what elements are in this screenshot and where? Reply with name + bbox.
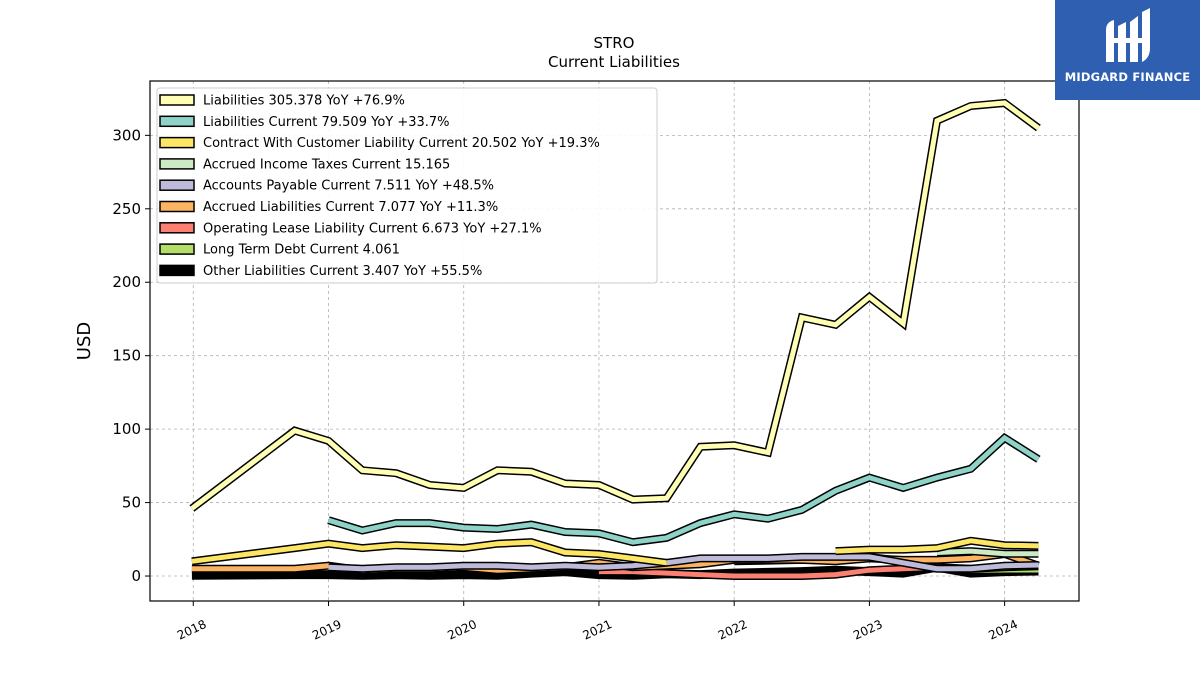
y-axis-label: USD <box>74 322 95 360</box>
chart-title: STRO <box>594 34 635 52</box>
legend: Liabilities 305.378 YoY +76.9% Liabilitie… <box>156 87 658 284</box>
y-tick-label: 150 <box>112 347 141 365</box>
y-tick-label: 0 <box>131 567 141 585</box>
legend-item: Liabilities 305.378 YoY +76.9% <box>159 94 405 109</box>
legend-item: Liabilities Current 79.509 YoY +33.7% <box>159 115 450 130</box>
x-tick-label: 2022 <box>716 617 750 643</box>
legend-label: Liabilities Current 79.509 YoY +33.7% <box>203 115 450 130</box>
midgard-finance-logo: MIDGARD FINANCE <box>1055 0 1200 100</box>
legend-label: Other Liabilities Current 3.407 YoY +55.… <box>203 264 482 279</box>
legend-swatch <box>159 94 195 106</box>
legend-item: Accounts Payable Current 7.511 YoY +48.5… <box>159 179 494 194</box>
legend-swatch <box>159 222 195 234</box>
legend-swatch <box>159 200 195 213</box>
x-tick-label: 2019 <box>310 617 344 643</box>
legend-item: Accrued Liabilities Current 7.077 YoY +1… <box>159 200 498 215</box>
x-tick-label: 2020 <box>445 617 479 643</box>
series-accounts-payable-current <box>328 552 1039 573</box>
legend-swatch <box>159 179 195 191</box>
logo-mark-icon <box>1106 8 1150 62</box>
y-tick-label: 200 <box>112 273 141 291</box>
series-line <box>835 538 1039 554</box>
series-line <box>191 539 667 566</box>
legend-label: Operating Lease Liability Current 6.673 … <box>203 221 542 236</box>
legend-swatch <box>159 264 195 277</box>
legend-label: Long Term Debt Current 4.061 <box>203 243 400 258</box>
legend-label: Accrued Income Taxes Current 15.165 <box>203 157 450 172</box>
legend-swatch <box>159 115 195 128</box>
legend-swatch <box>159 158 195 170</box>
y-tick-label: 100 <box>112 420 141 438</box>
series-liabilities <box>189 98 1041 512</box>
series-liabilities-current <box>327 432 1041 547</box>
x-tick-label: 2023 <box>851 617 885 643</box>
chart-subtitle: Current Liabilities <box>548 53 680 71</box>
legend-swatch <box>159 136 195 149</box>
legend-item: Operating Lease Liability Current 6.673 … <box>159 221 542 236</box>
legend-box <box>156 87 658 284</box>
legend-item: Contract With Customer Liability Current… <box>159 136 600 151</box>
y-tick-label: 300 <box>112 126 141 144</box>
series-accrued-income-taxes-current <box>936 547 1039 558</box>
legend-item: Other Liabilities Current 3.407 YoY +55.… <box>159 264 482 279</box>
legend-label: Contract With Customer Liability Current… <box>203 136 600 151</box>
series-line <box>328 554 1039 572</box>
legend-item: Accrued Income Taxes Current 15.165 <box>159 157 450 172</box>
x-tick-label: 2024 <box>986 617 1020 643</box>
logo-text: MIDGARD FINANCE <box>1064 70 1191 84</box>
legend-label: Accrued Liabilities Current 7.077 YoY +1… <box>203 200 498 215</box>
y-tick-label: 50 <box>122 494 141 512</box>
series-line <box>936 548 1039 557</box>
legend-label: Liabilities 305.378 YoY +76.9% <box>203 94 405 109</box>
legend-swatch <box>159 243 195 255</box>
legend-item: Long Term Debt Current 4.061 <box>159 243 400 258</box>
x-tick-label: 2021 <box>581 617 615 643</box>
series-layer <box>189 98 1041 580</box>
series-line <box>190 100 1040 511</box>
y-tick-label: 250 <box>112 200 141 218</box>
series-contract-with-customer-liability-current <box>191 536 1039 567</box>
legend-label: Accounts Payable Current 7.511 YoY +48.5… <box>203 179 494 194</box>
series-outline <box>327 432 1041 547</box>
x-tick-label: 2018 <box>175 617 209 643</box>
plot-frame <box>149 80 1080 602</box>
series-line <box>327 434 1040 545</box>
